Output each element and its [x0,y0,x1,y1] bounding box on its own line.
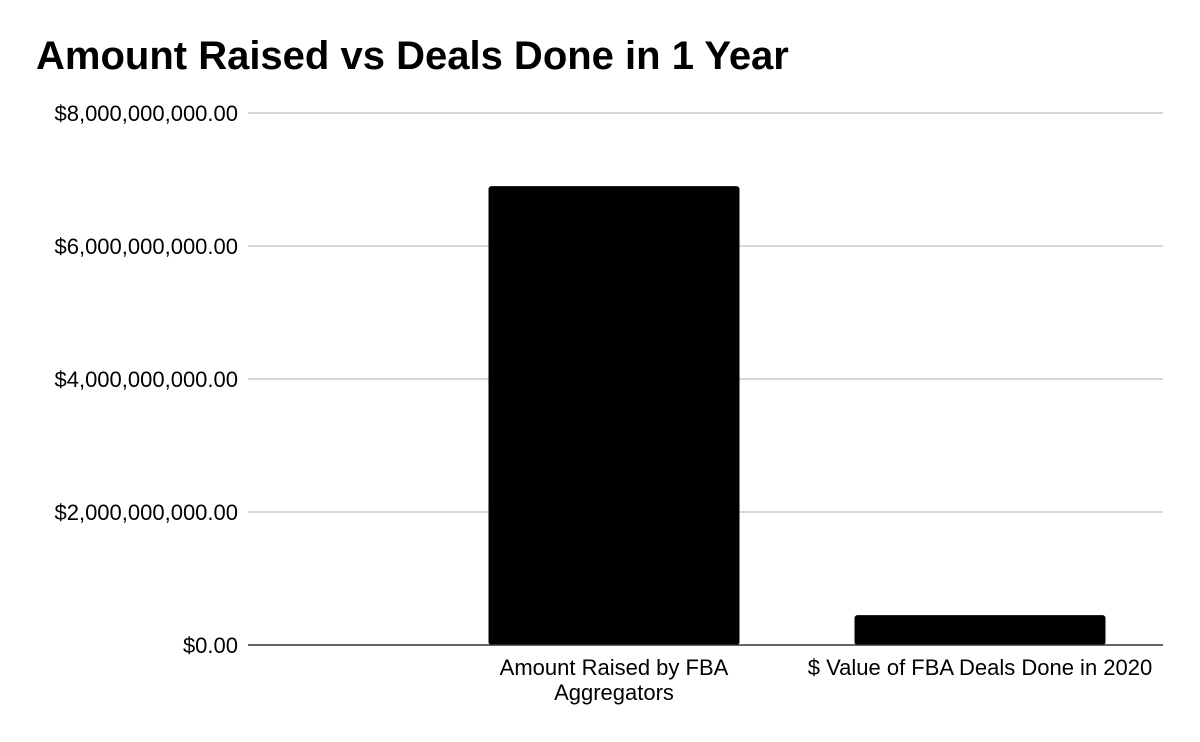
bar [854,615,1106,645]
y-axis-tick-labels: $0.00 $2,000,000,000.00 $4,000,000,000.00 $… [54,101,238,658]
bars [488,186,1106,645]
y-tick-label: $8,000,000,000.00 [54,101,238,126]
y-tick-label: $2,000,000,000.00 [54,500,238,525]
x-category-label: Amount Raised by FBA Aggregators [500,655,729,705]
y-tick-label: $0.00 [183,633,238,658]
y-tick-label: $6,000,000,000.00 [54,234,238,259]
bar [488,186,740,645]
chart-title: Amount Raised vs Deals Done in 1 Year [36,34,789,78]
x-category-label: $ Value of FBA Deals Done in 2020 [808,655,1152,680]
y-tick-label: $4,000,000,000.00 [54,367,238,392]
x-axis-category-labels: Amount Raised by FBA Aggregators $ Value o… [500,655,1153,705]
